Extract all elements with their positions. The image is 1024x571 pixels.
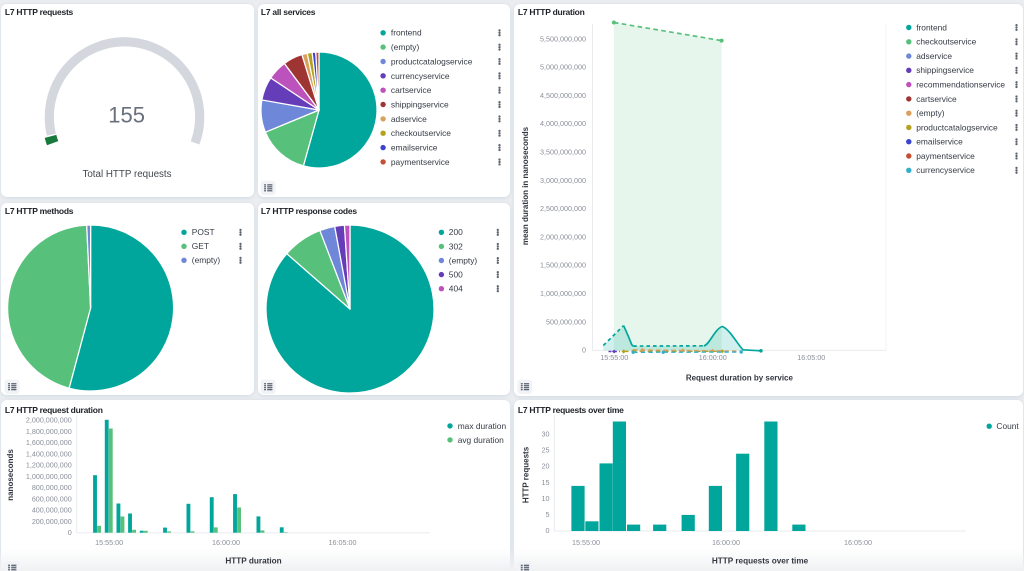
svg-text:0: 0 [68,528,72,537]
svg-text:cartservice: cartservice [916,94,957,104]
svg-text:16:00:00: 16:00:00 [699,353,727,362]
svg-text:(empty): (empty) [391,42,420,52]
svg-text:16:05:00: 16:05:00 [329,538,357,547]
svg-text:800,000,000: 800,000,000 [32,483,72,492]
svg-text:1,800,000,000: 1,800,000,000 [26,427,72,436]
svg-text:productcatalogservice: productcatalogservice [391,56,473,66]
svg-text:15: 15 [542,478,550,487]
svg-text:shippingservice: shippingservice [391,100,449,110]
svg-text:adservice: adservice [391,114,427,124]
svg-text:16:05:00: 16:05:00 [797,353,825,362]
svg-text:400,000,000: 400,000,000 [32,506,72,515]
svg-text:16:05:00: 16:05:00 [844,538,872,547]
svg-text:30: 30 [542,430,550,439]
svg-text:1,000,000,000: 1,000,000,000 [26,472,72,481]
svg-text:avg duration: avg duration [458,435,504,445]
svg-text:0: 0 [546,526,550,535]
svg-text:5: 5 [546,510,550,519]
svg-text:recommendationservice: recommendationservice [916,80,1005,90]
svg-text:1,200,000,000: 1,200,000,000 [26,461,72,470]
svg-text:3,000,000,000: 3,000,000,000 [540,176,586,185]
svg-text:302: 302 [449,241,463,251]
svg-text:GET: GET [192,241,209,251]
svg-text:checkoutservice: checkoutservice [391,128,451,138]
svg-text:200: 200 [449,227,463,237]
svg-text:500,000,000: 500,000,000 [546,317,586,326]
svg-text:10: 10 [542,494,550,503]
svg-text:15:55:00: 15:55:00 [95,538,123,547]
svg-text:emailservice: emailservice [391,143,438,153]
svg-text:currencyservice: currencyservice [391,71,450,81]
svg-text:15:55:00: 15:55:00 [572,538,600,547]
svg-text:5,000,000,000: 5,000,000,000 [540,63,586,72]
svg-text:Request duration by service: Request duration by service [686,374,794,383]
svg-text:500: 500 [449,270,463,280]
svg-text:cartservice: cartservice [391,85,432,95]
svg-text:max duration: max duration [458,421,507,431]
svg-text:HTTP requests: HTTP requests [522,446,531,503]
svg-text:2,000,000,000: 2,000,000,000 [540,232,586,241]
svg-text:frontend: frontend [391,28,422,38]
svg-text:25: 25 [542,446,550,455]
svg-text:checkoutservice: checkoutservice [916,37,976,47]
svg-text:1,000,000,000: 1,000,000,000 [540,289,586,298]
svg-text:(empty): (empty) [449,255,478,265]
svg-text:POST: POST [192,227,215,237]
svg-text:paymentservice: paymentservice [391,157,450,167]
svg-text:20: 20 [542,462,550,471]
svg-text:0: 0 [582,346,586,355]
svg-text:155: 155 [108,103,145,128]
svg-text:600,000,000: 600,000,000 [32,494,72,503]
svg-text:1,400,000,000: 1,400,000,000 [26,449,72,458]
svg-text:16:00:00: 16:00:00 [212,538,240,547]
svg-text:2,500,000,000: 2,500,000,000 [540,204,586,213]
svg-text:currencyservice: currencyservice [916,165,975,175]
svg-text:(empty): (empty) [192,255,221,265]
svg-text:emailservice: emailservice [916,137,963,147]
svg-text:15:55:00: 15:55:00 [600,353,628,362]
svg-text:1,500,000,000: 1,500,000,000 [540,261,586,270]
svg-text:1,600,000,000: 1,600,000,000 [26,438,72,447]
svg-text:200,000,000: 200,000,000 [32,517,72,526]
svg-text:16:00:00: 16:00:00 [712,538,740,547]
svg-text:mean duration in nanoseconds: mean duration in nanoseconds [521,126,530,245]
svg-text:2,000,000,000: 2,000,000,000 [26,416,72,425]
svg-text:nanoseconds: nanoseconds [6,449,15,501]
svg-text:frontend: frontend [916,22,947,32]
svg-text:3,500,000,000: 3,500,000,000 [540,148,586,157]
svg-text:HTTP duration: HTTP duration [225,557,281,566]
svg-text:paymentservice: paymentservice [916,151,975,161]
svg-text:(empty): (empty) [916,108,945,118]
svg-text:Count: Count [996,421,1019,431]
svg-text:4,500,000,000: 4,500,000,000 [540,91,586,100]
svg-text:404: 404 [449,284,463,294]
svg-text:shippingservice: shippingservice [916,65,974,75]
svg-text:HTTP requests over time: HTTP requests over time [712,557,809,566]
svg-text:adservice: adservice [916,51,952,61]
svg-text:4,000,000,000: 4,000,000,000 [540,119,586,128]
svg-text:productcatalogservice: productcatalogservice [916,122,998,132]
svg-text:5,500,000,000: 5,500,000,000 [540,34,586,43]
svg-text:Total HTTP requests: Total HTTP requests [82,169,171,180]
